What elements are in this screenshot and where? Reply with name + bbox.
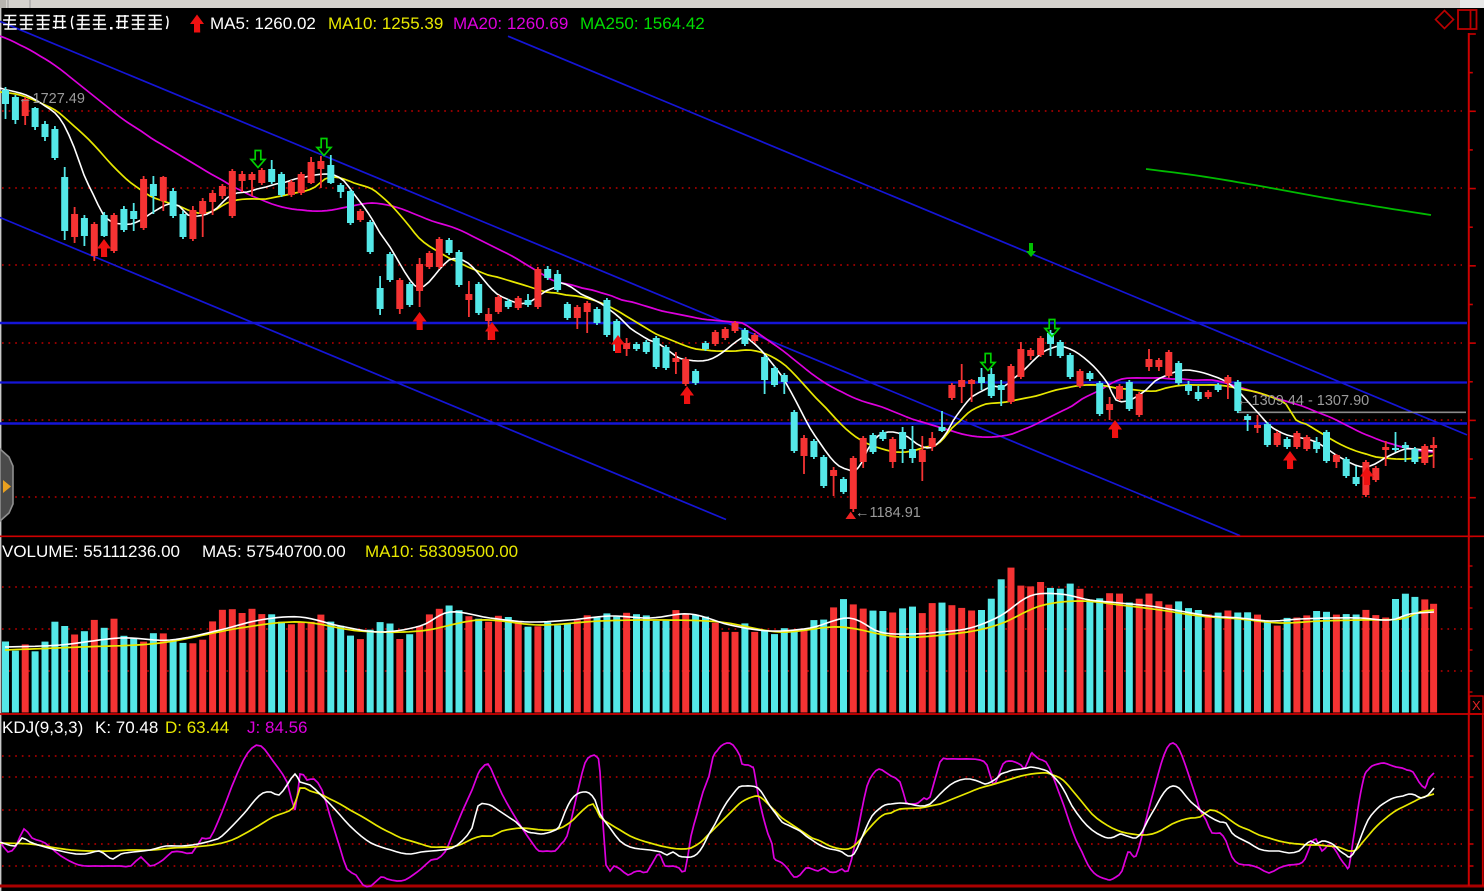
svg-text:K: 70.48: K: 70.48	[95, 718, 158, 737]
svg-text:←1727.49: ←1727.49	[18, 91, 85, 107]
svg-text:←1184.91: ←1184.91	[855, 505, 921, 521]
svg-text:VOLUME: 55111236.00: VOLUME: 55111236.00	[2, 542, 180, 561]
svg-text:D: 63.44: D: 63.44	[165, 718, 229, 737]
svg-text:MA5: 1260.02: MA5: 1260.02	[210, 14, 316, 33]
svg-text:KDJ(9,3,3): KDJ(9,3,3)	[2, 718, 83, 737]
svg-text:MA10: 58309500.00: MA10: 58309500.00	[365, 542, 518, 561]
svg-text:J: 84.56: J: 84.56	[247, 718, 308, 737]
svg-text:MA5: 57540700.00: MA5: 57540700.00	[202, 542, 346, 561]
svg-text:X: X	[1472, 698, 1481, 713]
svg-text:MA20: 1260.69: MA20: 1260.69	[453, 14, 568, 33]
svg-text:MA10: 1255.39: MA10: 1255.39	[328, 14, 443, 33]
svg-text:←1309.44 - 1307.90: ←1309.44 - 1307.90	[1237, 393, 1369, 409]
svg-text:MA250: 1564.42: MA250: 1564.42	[580, 14, 705, 33]
